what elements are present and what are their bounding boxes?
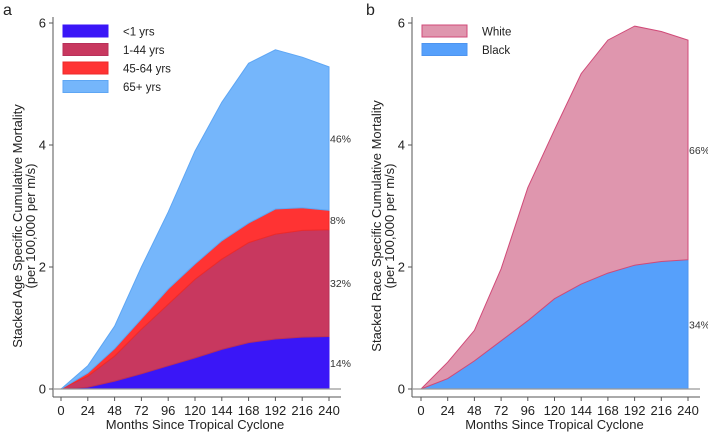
y-tick-label: 4 [39, 138, 46, 153]
x-tick-label: 72 [494, 403, 508, 418]
area-white [420, 25, 689, 390]
y-tick-label: 2 [398, 260, 405, 275]
share-label: 32% [330, 278, 351, 290]
legend: <1 yrs 1-44 yrs 45-64 yrs 65+ yrs [62, 24, 171, 94]
y-tick-label: 0 [39, 382, 46, 397]
y-axis-title: (per 100,000 per m/s) [382, 163, 397, 288]
y-tick-label: 6 [39, 16, 46, 31]
x-axis-title: Months Since Tropical Cyclone [465, 417, 643, 432]
share-label: 66% [689, 145, 708, 157]
area-65-yrs [60, 49, 330, 390]
y-tick-label: 0 [398, 382, 405, 397]
x-axis-title: Months Since Tropical Cyclone [106, 417, 284, 432]
legend-label: 1-44 yrs [123, 45, 165, 57]
x-tick-label: 0 [417, 403, 424, 418]
y-axis-title: (per 100,000 per m/s) [23, 163, 38, 288]
x-tick-label: 96 [161, 403, 175, 418]
legend-label: <1 yrs [123, 27, 155, 39]
legend-label: White [482, 27, 511, 39]
x-tick-label: 72 [134, 403, 148, 418]
x-tick-label: 24 [81, 403, 95, 418]
panel-label: b [366, 2, 375, 19]
share-label: 8% [330, 215, 345, 227]
y-axis-title: Stacked Age Specific Cumulative Mortalit… [10, 104, 25, 348]
legend-label: 65+ yrs [123, 82, 161, 94]
x-tick-label: 48 [107, 403, 121, 418]
legend-swatch [62, 43, 109, 56]
legend-swatch [421, 24, 468, 38]
x-tick-label: 168 [238, 403, 260, 418]
x-tick-label: 192 [265, 403, 287, 418]
legend-swatch [62, 61, 109, 75]
share-label: 46% [330, 134, 351, 146]
x-tick-label: 192 [624, 403, 646, 418]
x-tick-label: 24 [440, 403, 454, 418]
y-tick-label: 4 [398, 138, 405, 153]
x-tick-label: 96 [521, 403, 535, 418]
areas [420, 25, 689, 390]
legend-swatch [421, 43, 468, 56]
x-tick-label: 240 [677, 403, 699, 418]
legend-label: 45-64 yrs [123, 64, 171, 76]
legend-swatch [62, 24, 109, 38]
y-axis-title: Stacked Race Specific Cumulative Mortali… [369, 100, 384, 352]
x-tick-label: 144 [211, 403, 233, 418]
x-tick-label: 240 [318, 403, 340, 418]
share-label: 34% [689, 319, 708, 331]
legend: White Black [421, 24, 511, 57]
panel-label: a [3, 2, 12, 19]
legend-swatch [62, 80, 109, 93]
x-tick-label: 0 [57, 403, 64, 418]
x-tick-label: 216 [291, 403, 313, 418]
x-tick-label: 120 [544, 403, 566, 418]
areas [60, 49, 330, 390]
x-tick-label: 120 [184, 403, 206, 418]
y-tick-label: 2 [39, 260, 46, 275]
x-tick-label: 168 [597, 403, 619, 418]
share-label: 14% [330, 358, 351, 370]
x-tick-label: 144 [570, 403, 592, 418]
y-tick-label: 6 [398, 16, 405, 31]
x-tick-label: 48 [467, 403, 481, 418]
legend-label: Black [482, 45, 510, 57]
x-tick-label: 216 [650, 403, 672, 418]
